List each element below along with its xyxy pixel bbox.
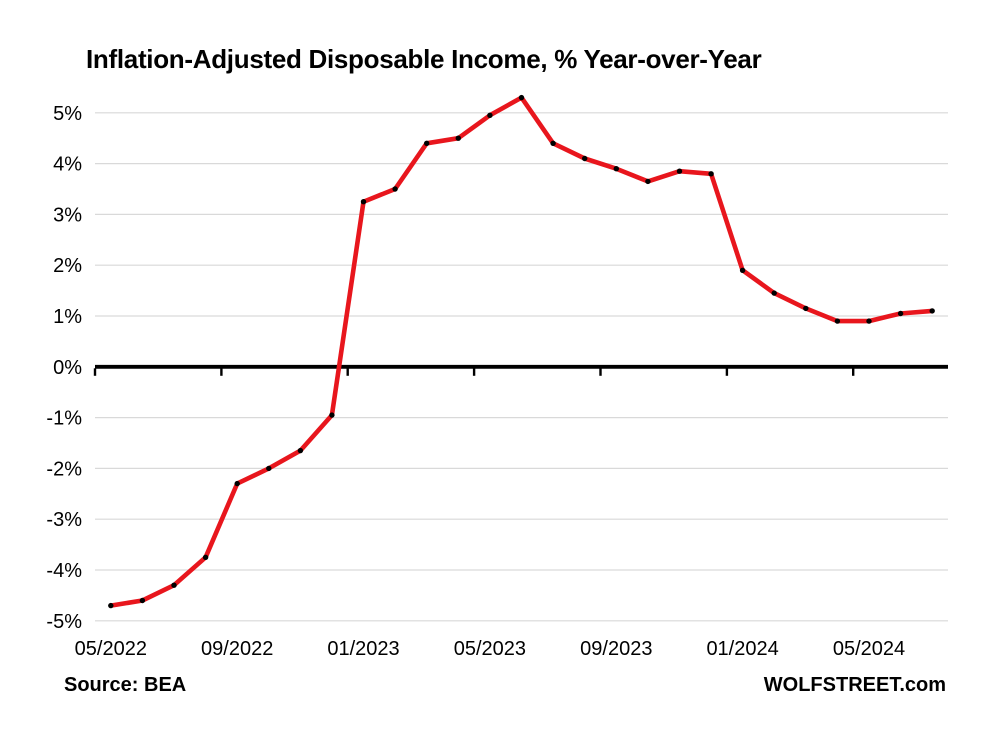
brand-watermark: WOLFSTREET.com (763, 674, 946, 696)
data-point (739, 267, 746, 273)
x-tick-label: 09/2023 (580, 638, 652, 660)
data-point (424, 140, 430, 146)
data-point (803, 305, 809, 312)
data-point (297, 447, 304, 454)
chart-title: Inflation-Adjusted Disposable Income, % … (86, 44, 762, 74)
data-point (171, 582, 177, 588)
y-tick-label: 3% (53, 204, 82, 226)
data-point (771, 290, 777, 296)
data-point (234, 480, 240, 487)
y-tick-label: 0% (53, 357, 82, 379)
y-tick-label: 4% (53, 154, 82, 176)
x-tick-label: 01/2024 (706, 638, 778, 660)
data-point (550, 140, 556, 146)
y-tick-label: -1% (46, 408, 82, 430)
y-tick-label: -2% (46, 458, 82, 480)
data-point (645, 178, 651, 185)
x-tick-label: 05/2023 (454, 638, 526, 660)
data-point (455, 135, 461, 141)
y-tick-label: -5% (46, 611, 82, 633)
y-tick-label: 1% (53, 306, 82, 328)
data-point (866, 318, 872, 324)
source-label: Source: BEA (64, 674, 187, 696)
data-point (582, 155, 588, 162)
y-tick-label: 2% (53, 255, 82, 277)
data-point (676, 168, 683, 174)
data-point (834, 318, 841, 324)
data-point (108, 602, 114, 609)
x-tick-label: 01/2023 (327, 638, 399, 660)
data-point (202, 554, 209, 560)
data-point (139, 597, 146, 604)
data-point (360, 199, 367, 205)
data-point (266, 465, 272, 472)
data-point (392, 186, 398, 192)
data-point (329, 412, 335, 418)
data-line (108, 95, 935, 608)
data-point (487, 112, 493, 119)
data-point (708, 171, 714, 177)
x-tick-label: 05/2022 (75, 638, 147, 660)
y-tick-label: -3% (46, 509, 82, 531)
y-tick-label: 5% (53, 103, 82, 125)
x-tick-label: 09/2022 (201, 638, 273, 660)
x-tick-label: 05/2024 (833, 638, 905, 660)
data-point (518, 94, 525, 101)
data-point (929, 308, 935, 314)
data-point (613, 166, 619, 172)
y-tick-label: -4% (46, 560, 82, 582)
data-point (897, 310, 904, 317)
